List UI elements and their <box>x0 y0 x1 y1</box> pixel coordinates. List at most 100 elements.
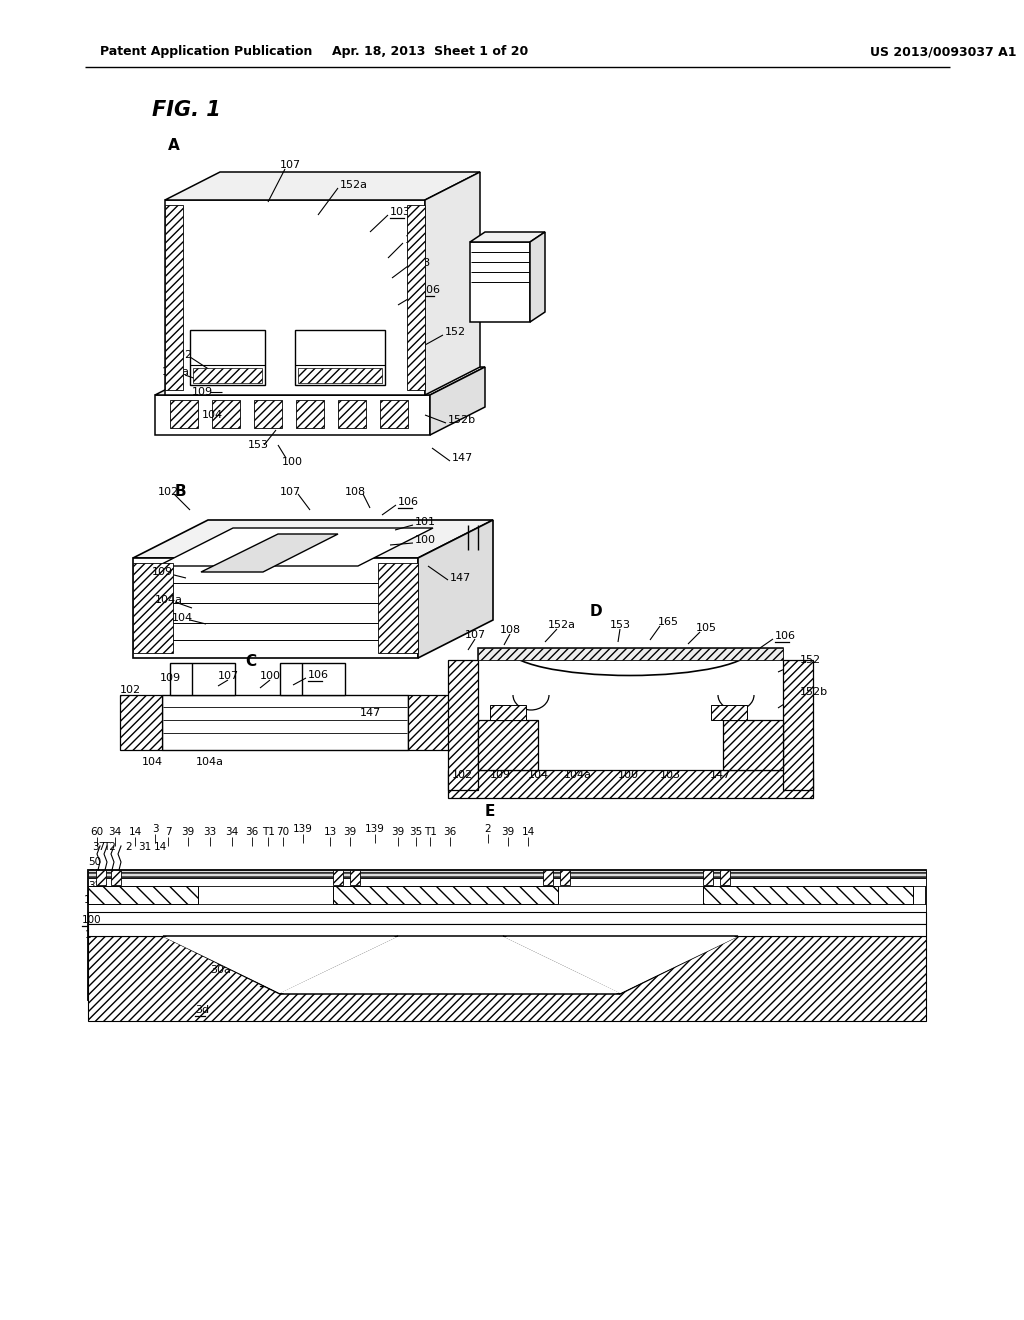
Text: 104a: 104a <box>196 756 224 767</box>
Bar <box>478 719 538 770</box>
Text: 102: 102 <box>120 685 141 696</box>
Bar <box>350 870 360 884</box>
Text: 105: 105 <box>406 235 426 246</box>
Bar <box>378 564 418 653</box>
Text: 139: 139 <box>366 824 385 834</box>
Bar <box>478 648 783 660</box>
Bar <box>96 870 106 884</box>
Bar <box>88 886 198 904</box>
Text: T2: T2 <box>103 842 116 851</box>
Bar <box>478 648 783 660</box>
Bar <box>133 564 173 653</box>
Polygon shape <box>155 395 430 436</box>
Text: 39: 39 <box>391 828 404 837</box>
Polygon shape <box>470 232 545 242</box>
Bar <box>88 912 926 924</box>
Text: 109: 109 <box>152 568 173 577</box>
Text: 106: 106 <box>308 671 329 680</box>
Text: 108: 108 <box>500 624 520 635</box>
Bar <box>120 696 162 750</box>
Text: 107: 107 <box>465 630 485 640</box>
Text: 7: 7 <box>165 828 171 837</box>
Text: 35: 35 <box>88 869 101 879</box>
Text: 3aa: 3aa <box>260 975 281 985</box>
Bar <box>711 705 746 719</box>
Bar <box>295 330 385 385</box>
Text: 39: 39 <box>502 828 515 837</box>
Text: 153: 153 <box>248 440 269 450</box>
Text: 14: 14 <box>154 842 167 851</box>
Text: 14: 14 <box>521 828 535 837</box>
Text: 34: 34 <box>109 828 122 837</box>
Bar <box>449 660 478 789</box>
Text: FIG. 1: FIG. 1 <box>152 100 221 120</box>
Bar <box>254 400 282 428</box>
Text: 3d: 3d <box>195 1005 209 1015</box>
Text: 13: 13 <box>324 828 337 837</box>
Text: 100: 100 <box>259 671 281 681</box>
Bar <box>88 904 926 912</box>
Text: 104a: 104a <box>155 595 183 605</box>
Text: 60: 60 <box>90 828 103 837</box>
Text: 152a: 152a <box>548 620 575 630</box>
Text: 3a: 3a <box>580 975 594 985</box>
Polygon shape <box>280 937 620 993</box>
Text: 152b: 152b <box>449 414 476 425</box>
Polygon shape <box>133 558 418 657</box>
Bar <box>88 878 926 886</box>
Bar <box>88 924 926 936</box>
Bar <box>280 663 345 696</box>
Text: A: A <box>168 137 180 153</box>
Text: 100: 100 <box>82 915 101 925</box>
Bar <box>333 886 558 904</box>
Text: 39: 39 <box>343 828 356 837</box>
Text: 107: 107 <box>280 487 301 498</box>
Bar <box>783 660 813 789</box>
Bar <box>296 400 324 428</box>
Polygon shape <box>133 520 493 558</box>
Bar <box>560 870 570 884</box>
Text: 109: 109 <box>490 770 511 780</box>
Text: 100: 100 <box>618 770 639 780</box>
Text: 108: 108 <box>345 487 367 498</box>
Text: Apr. 18, 2013  Sheet 1 of 20: Apr. 18, 2013 Sheet 1 of 20 <box>332 45 528 58</box>
Bar <box>543 870 553 884</box>
Text: 33a: 33a <box>298 975 318 985</box>
Bar <box>111 870 121 884</box>
Text: 153: 153 <box>609 620 631 630</box>
Text: 14: 14 <box>128 828 141 837</box>
Polygon shape <box>530 232 545 322</box>
Bar <box>88 870 926 1001</box>
Polygon shape <box>418 520 493 657</box>
Text: Patent Application Publication: Patent Application Publication <box>100 45 312 58</box>
Text: D: D <box>590 605 603 619</box>
Text: 105: 105 <box>695 623 717 634</box>
Text: 106: 106 <box>420 285 441 294</box>
Text: 152a: 152a <box>340 180 368 190</box>
Bar <box>703 870 713 884</box>
Text: 11: 11 <box>460 960 474 970</box>
Bar <box>165 205 183 389</box>
Bar <box>449 770 813 799</box>
Text: 102: 102 <box>452 770 473 780</box>
Text: T1: T1 <box>261 828 274 837</box>
Text: 50: 50 <box>88 857 101 867</box>
Text: 32: 32 <box>88 880 101 891</box>
Text: 104: 104 <box>528 770 549 780</box>
Polygon shape <box>470 242 530 322</box>
Text: 104: 104 <box>141 756 163 767</box>
Text: 152: 152 <box>800 655 821 665</box>
Text: 36: 36 <box>246 828 259 837</box>
Polygon shape <box>425 172 480 395</box>
Polygon shape <box>158 528 433 566</box>
Polygon shape <box>165 201 425 395</box>
Text: 104a: 104a <box>162 367 190 378</box>
Polygon shape <box>504 937 737 993</box>
Bar <box>212 400 240 428</box>
Text: 70: 70 <box>276 828 290 837</box>
Bar <box>170 663 234 696</box>
Text: 106: 106 <box>398 498 419 507</box>
Text: 106: 106 <box>775 631 796 642</box>
Text: 100: 100 <box>415 535 436 545</box>
Polygon shape <box>165 172 480 201</box>
